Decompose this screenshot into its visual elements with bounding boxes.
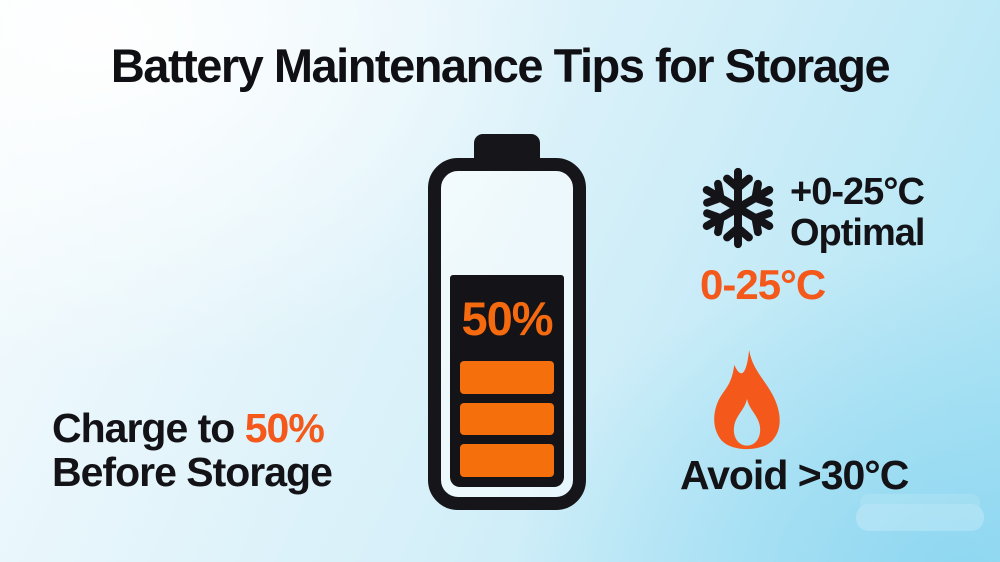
battery-bars — [450, 361, 564, 487]
page-title: Battery Maintenance Tips for Storage — [110, 39, 891, 92]
charge-note-line2: Before Storage — [52, 449, 333, 496]
charge-note-percent: 50% — [244, 405, 325, 451]
battery-bar — [460, 402, 554, 436]
battery-fill-level: 50% — [450, 275, 564, 487]
avoid-heat-label: Avoid >30°C — [680, 452, 909, 498]
temp-range-label: 0-25°C — [700, 261, 826, 308]
optimal-temp-line1: +0-25°C — [790, 171, 925, 213]
battery-bar — [460, 361, 554, 394]
watermark — [856, 504, 984, 531]
flame-icon — [714, 350, 780, 450]
snowflake-icon — [696, 167, 780, 250]
charge-note: Charge to 50% Before Storage — [52, 406, 412, 495]
battery-body: 50% — [428, 158, 586, 510]
battery-percent-label: 50% — [461, 291, 553, 345]
optimal-temp-line2: Optimal — [790, 212, 925, 255]
battery-bar — [460, 444, 554, 478]
optimal-temp-label: +0-25°C Optimal — [790, 171, 1000, 255]
charge-note-black: Charge to — [52, 405, 245, 451]
battery-icon: 50% — [428, 134, 586, 510]
